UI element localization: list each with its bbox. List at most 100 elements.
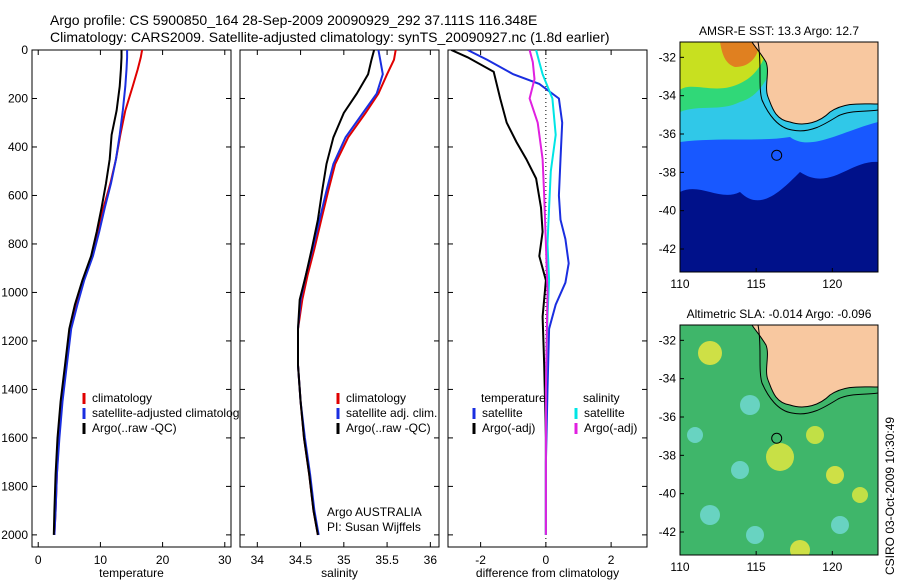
sla_map-title: Altimetric SLA: -0.014 Argo: -0.096	[687, 307, 872, 321]
temperature-line-argo-raw-qc-	[52, 50, 123, 535]
difference-line-temperature-argo-adj-	[450, 50, 547, 535]
sla_map-ytick-label: -36	[659, 410, 677, 424]
salinity-xtick-label: 34.5	[289, 553, 313, 567]
salinity-xlabel: salinity	[321, 566, 358, 580]
temperature-legend-label: Argo(..raw -QC)	[92, 421, 177, 435]
sla-anomaly-blob	[766, 443, 794, 471]
sla_map-shelf-contour	[757, 325, 878, 415]
sla-anomaly-blob	[806, 426, 824, 444]
sla-anomaly-blob	[746, 526, 764, 544]
difference-series-group	[450, 50, 570, 535]
depth-tick-label: 1800	[1, 479, 28, 493]
sst_map-ytick-label: -36	[659, 127, 677, 141]
temperature-legend-label: satellite-adjusted climatology	[92, 406, 245, 420]
depth-tick-label: 400	[8, 140, 28, 154]
salinity-line-argo-raw-qc-	[297, 50, 376, 536]
sla_map-land	[751, 325, 878, 408]
sst_map-ytick-label: -32	[659, 50, 677, 64]
sst-map-panel: AMSR-E SST: 13.3 Argo: 12.7 110 115 120 -32 -…	[659, 24, 879, 291]
difference-line-salinity-argo-adj-	[528, 50, 549, 535]
difference-xlabel: difference from climatology	[476, 566, 619, 580]
difference-salinity-legend-label: satellite	[584, 406, 625, 420]
depth-tick-label: 1200	[1, 334, 28, 348]
sla-anomaly-blob	[731, 461, 749, 479]
sst_map-plot	[680, 42, 878, 272]
difference-legend-title-salinity: salinity	[583, 391, 620, 405]
profile-title: Argo profile: CS 5900850_164 28-Sep-2009…	[50, 12, 538, 28]
sla-anomaly-blob	[687, 427, 703, 443]
temperature-line-satellite-adjusted-climatology	[53, 50, 129, 535]
temperature-xtick-label: 10	[94, 553, 108, 567]
temperature-xlabel: temperature	[99, 566, 164, 580]
temperature-panel: 0 10 20 30 temperature 0 200 400 600 800 1000 1200 1…	[1, 43, 245, 580]
temperature-series-group	[52, 50, 144, 535]
depth-tick-label: 200	[8, 91, 28, 105]
sla-anomaly-blob	[826, 466, 844, 484]
sst_map-ytick-label: -40	[659, 204, 677, 218]
sla-anomaly-blob	[790, 540, 810, 555]
sst_map-xtick-label: 110	[670, 277, 689, 291]
difference-legend-title-temperature: temperature	[481, 391, 546, 405]
salinity-legend-label: climatology	[346, 391, 406, 405]
difference-temperature-legend-label: Argo(-adj)	[482, 421, 535, 435]
depth-tick-label: 1600	[1, 431, 28, 445]
temperature-xtick-label: 30	[218, 553, 232, 567]
sla_map-plot	[680, 325, 878, 555]
salinity-xtick-label: 35.5	[375, 553, 399, 567]
salinity-xtick-label: 34	[251, 553, 265, 567]
sla_map-ytick-label: -42	[659, 525, 677, 539]
temperature-xtick-label: 0	[35, 553, 42, 567]
argo-program-label: Argo AUSTRALIA	[327, 505, 422, 519]
difference-xtick-label: 0	[543, 553, 550, 567]
difference-salinity-legend-label: Argo(-adj)	[584, 421, 637, 435]
difference-xtick-label: 2	[608, 553, 615, 567]
sla-anomaly-blob	[831, 516, 849, 534]
pi-label: PI: Susan Wijffels	[327, 520, 421, 534]
salinity-panel: 34 34.5 35 35.5 36 salinity climatologysatelli…	[239, 49, 440, 580]
depth-tick-label: 0	[21, 43, 28, 57]
sla-anomaly-blob	[698, 341, 722, 365]
side-note-box: CSIRO 03-Oct-2009 10:30:49	[883, 417, 897, 575]
sla_map-xtick-label: 115	[747, 560, 766, 574]
sla-anomaly-blob	[740, 395, 760, 415]
difference-line-temperature-satellite	[467, 50, 570, 535]
salinity-legend-label: Argo(..raw -QC)	[346, 421, 431, 435]
sst_map-shelf-contour	[757, 42, 878, 132]
sla-anomaly-blob	[852, 487, 868, 503]
difference-temperature-legend-label: satellite	[482, 406, 523, 420]
salinity-xtick-label: 35	[337, 553, 351, 567]
sst_map-title: AMSR-E SST: 13.3 Argo: 12.7	[699, 24, 859, 38]
climatology-subtitle: Climatology: CARS2009. Satellite-adjuste…	[50, 29, 610, 45]
difference-xtick-label: -2	[475, 553, 486, 567]
figure-header: Argo profile: CS 5900850_164 28-Sep-2009…	[0, 0, 900, 50]
depth-tick-label: 1000	[1, 285, 28, 299]
sla_map-xtick-label: 120	[822, 560, 842, 574]
depth-tick-label: 600	[8, 188, 28, 202]
sst_map-frame	[679, 41, 879, 273]
sla_map-frame	[679, 324, 879, 556]
side-note: CSIRO 03-Oct-2009 10:30:49	[883, 417, 897, 575]
salinity-xtick-label: 36	[424, 553, 438, 567]
salinity-legend-label: satellite adj. clim.	[346, 406, 437, 420]
salinity-series-group	[297, 50, 397, 536]
temperature-frame	[31, 49, 232, 548]
temperature-xtick-label: 20	[156, 553, 170, 567]
sst_map-ytick-label: -38	[659, 165, 677, 179]
sla_map-ytick-label: -40	[659, 487, 677, 501]
sst_map-ytick-label: -42	[659, 242, 677, 256]
sst_map-argo-marker	[771, 149, 783, 161]
sst_map-land	[751, 42, 878, 125]
sst_map-ytick-label: -34	[659, 89, 677, 103]
depth-tick-label: 1400	[1, 382, 28, 396]
sla-anomaly-blob	[700, 505, 720, 525]
sst_map-xtick-label: 115	[747, 277, 766, 291]
sla_map-xtick-label: 110	[670, 560, 689, 574]
sst_map-xtick-label: 120	[822, 277, 842, 291]
sla_map-argo-marker	[771, 432, 783, 444]
temperature-legend-label: climatology	[92, 391, 152, 405]
salinity-frame	[239, 49, 440, 548]
sla_map-ytick-label: -38	[659, 448, 677, 462]
sla-map-panel: Altimetric SLA: -0.014 Argo: -0.096 110 11…	[659, 307, 879, 574]
